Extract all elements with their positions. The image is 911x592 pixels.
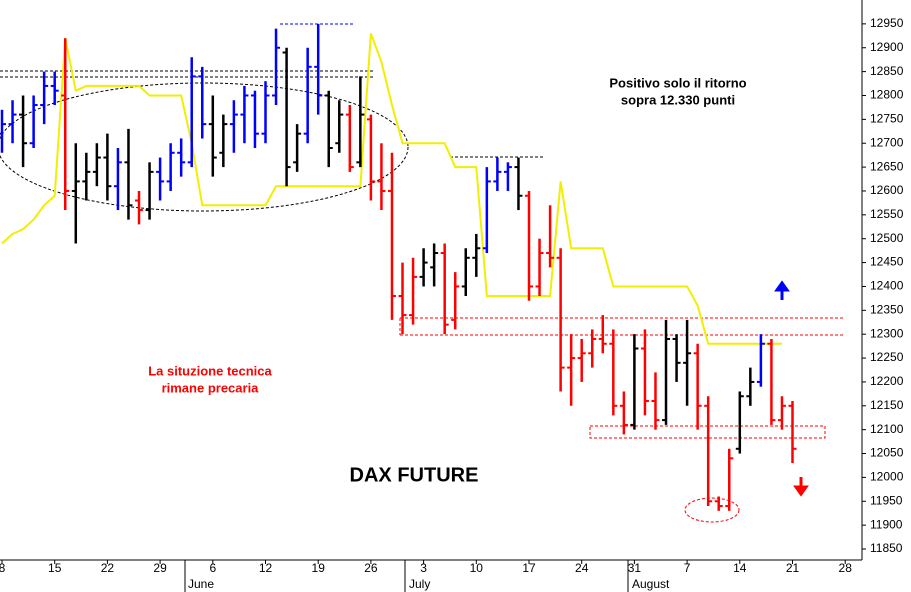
- x-tick-label: 29: [153, 561, 167, 575]
- annotation: rimane precaria: [162, 380, 260, 395]
- x-tick-label: 3: [420, 561, 427, 575]
- x-tick-label: 14: [733, 561, 747, 575]
- y-tick-label: 11850: [870, 541, 903, 555]
- y-tick-label: 12900: [870, 40, 904, 54]
- y-tick-label: 12050: [870, 446, 904, 460]
- y-tick-label: 12750: [870, 112, 904, 126]
- annotation: Positivo solo il ritorno: [609, 75, 746, 90]
- y-tick-label: 12650: [870, 159, 904, 173]
- month-label: August: [632, 577, 670, 591]
- y-tick-label: 12150: [870, 398, 904, 412]
- x-tick-label: 31: [628, 561, 642, 575]
- x-tick-label: 24: [575, 561, 589, 575]
- month-label: July: [409, 577, 430, 591]
- up-arrow: [774, 280, 790, 300]
- x-tick-label: 22: [101, 561, 115, 575]
- annotation: La situzione tecnica: [148, 363, 272, 378]
- y-tick-label: 12500: [870, 231, 904, 245]
- chart-title: DAX FUTURE: [350, 464, 479, 486]
- y-tick-label: 12950: [870, 16, 904, 30]
- x-tick-label: 10: [470, 561, 484, 575]
- y-tick-label: 12300: [870, 326, 904, 340]
- y-tick-label: 12550: [870, 207, 904, 221]
- y-tick-label: 12100: [870, 422, 904, 436]
- y-tick-label: 11950: [870, 493, 903, 507]
- y-tick-label: 12000: [870, 470, 904, 484]
- y-tick-label: 12700: [870, 135, 904, 149]
- y-tick-label: 12800: [870, 88, 904, 102]
- x-tick-label: 6: [209, 561, 216, 575]
- down-arrow: [793, 477, 809, 497]
- x-tick-label: 26: [364, 561, 378, 575]
- y-tick-label: 12200: [870, 374, 904, 388]
- x-tick-label: 12: [259, 561, 273, 575]
- x-tick-label: 17: [522, 561, 536, 575]
- y-tick-label: 12450: [870, 255, 904, 269]
- y-tick-label: 12250: [870, 350, 904, 364]
- ellipse: [684, 497, 740, 523]
- x-tick-label: 7: [684, 561, 691, 575]
- annotation-shapes: [0, 23, 845, 523]
- x-tick-label: 8: [0, 561, 6, 575]
- y-tick-label: 11900: [870, 517, 903, 531]
- stop-line: [1, 33, 782, 345]
- x-tick-label: 21: [786, 561, 800, 575]
- y-tick-label: 12600: [870, 183, 904, 197]
- x-tick-label: 28: [839, 561, 853, 575]
- y-tick-label: 12400: [870, 279, 904, 293]
- month-label: June: [188, 577, 214, 591]
- y-tick-label: 12850: [870, 64, 904, 78]
- annotation: sopra 12.330 punti: [621, 92, 735, 107]
- y-tick-label: 12350: [870, 302, 904, 316]
- x-tick-label: 15: [48, 561, 62, 575]
- x-tick-label: 19: [312, 561, 326, 575]
